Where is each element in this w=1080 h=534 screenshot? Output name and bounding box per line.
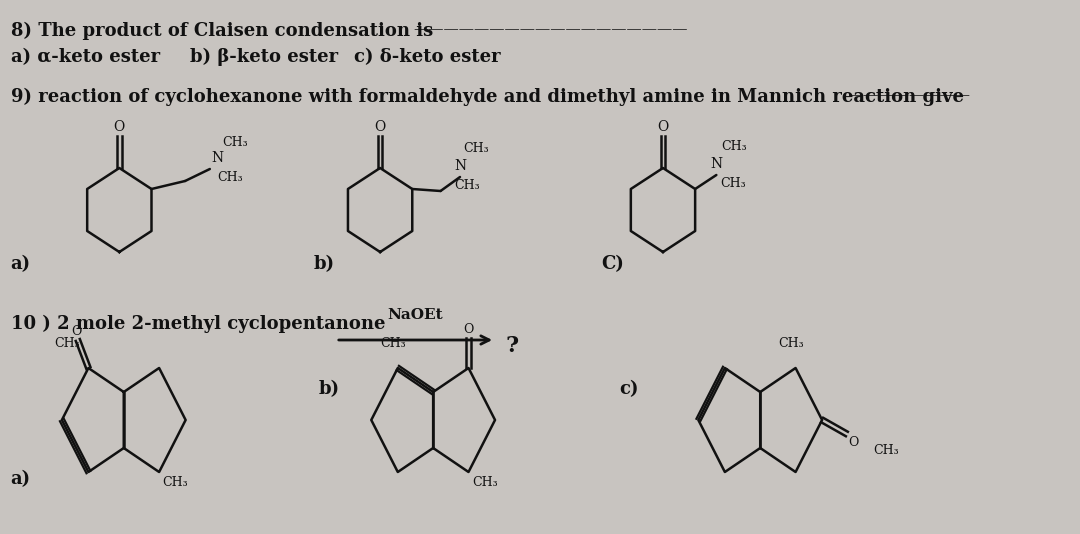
- Text: C): C): [602, 255, 624, 273]
- Text: CH₃: CH₃: [455, 179, 481, 192]
- Text: CH₃: CH₃: [472, 476, 498, 489]
- Text: N: N: [454, 159, 467, 173]
- Text: 9) reaction of cyclohexanone with formaldehyde and dimethyl amine in Mannich rea: 9) reaction of cyclohexanone with formal…: [11, 88, 963, 106]
- Text: CH₃: CH₃: [720, 177, 745, 190]
- Text: CH₃: CH₃: [721, 140, 747, 153]
- Text: CH₃: CH₃: [163, 476, 188, 489]
- Text: b): b): [314, 255, 335, 273]
- Text: a): a): [11, 255, 30, 273]
- Text: CH₃: CH₃: [217, 171, 243, 184]
- Text: O: O: [71, 325, 81, 338]
- Text: N: N: [711, 157, 723, 171]
- Text: O: O: [113, 120, 125, 134]
- Text: O: O: [463, 323, 474, 336]
- Text: O: O: [375, 120, 386, 134]
- Text: NaOEt: NaOEt: [388, 308, 443, 322]
- Text: c): c): [619, 380, 638, 398]
- Text: ——————————————————: ——————————————————: [414, 22, 688, 36]
- Text: CH₃: CH₃: [222, 136, 247, 149]
- Text: ?: ?: [505, 335, 518, 357]
- Text: 10 ) 2 mole 2-methyl cyclopentanone: 10 ) 2 mole 2-methyl cyclopentanone: [11, 315, 386, 333]
- Text: CH₃: CH₃: [380, 337, 406, 350]
- Text: CH₃: CH₃: [463, 142, 489, 155]
- Text: b) β-keto ester: b) β-keto ester: [190, 48, 338, 66]
- Text: CH₃: CH₃: [874, 444, 899, 457]
- Text: O: O: [658, 120, 669, 134]
- Text: c) δ-keto ester: c) δ-keto ester: [353, 48, 500, 66]
- Text: N: N: [212, 151, 224, 165]
- Text: O: O: [849, 436, 859, 449]
- Text: a) α-keto ester: a) α-keto ester: [11, 48, 160, 66]
- Text: CH₃: CH₃: [779, 337, 804, 350]
- Text: ————————: ————————: [849, 88, 971, 102]
- Text: CH₃: CH₃: [54, 337, 80, 350]
- Text: a): a): [11, 470, 30, 488]
- Text: b): b): [319, 380, 339, 398]
- Text: 8) The product of Claisen condensation is: 8) The product of Claisen condensation i…: [11, 22, 433, 40]
